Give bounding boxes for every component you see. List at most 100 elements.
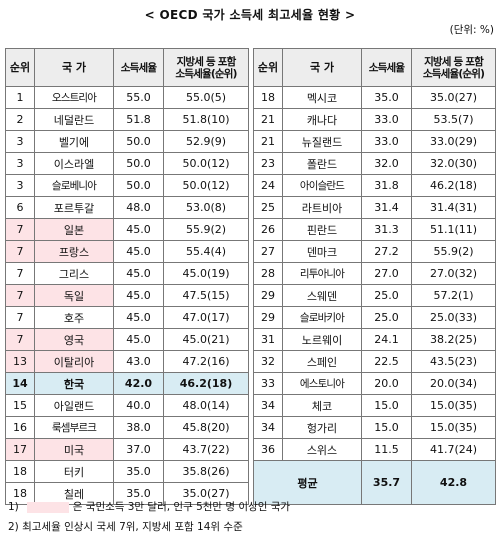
local-tax-rate-cell: 46.2(18) <box>163 372 249 395</box>
table-row: 33 에스토니아 20.0 20.0(34) <box>253 372 496 395</box>
rank-cell: 3 <box>5 152 35 175</box>
rank-cell: 15 <box>5 394 35 417</box>
table-row: 26 핀란드 31.3 51.1(11) <box>253 218 496 241</box>
local-tax-rate-cell: 41.7(24) <box>411 438 496 461</box>
tax-rate-cell: 42.0 <box>113 372 164 395</box>
table-header-row: 순위 국 가 소득세율 지방세 등 포함 소득세율(순위) <box>253 48 496 87</box>
table-row: 18 터키 35.0 35.8(26) <box>5 460 249 483</box>
tax-rate-cell: 38.0 <box>113 416 164 439</box>
tax-rate-cell: 25.0 <box>361 284 412 307</box>
table-row: 7 영국 45.0 45.0(21) <box>5 328 249 351</box>
rank-cell: 2 <box>5 108 35 131</box>
rank-cell: 21 <box>253 108 283 131</box>
average-tax: 35.7 <box>361 460 412 505</box>
table-row: 28 리투아니아 27.0 27.0(32) <box>253 262 496 285</box>
table-row: 18 칠레 35.0 35.0(27) <box>5 482 249 505</box>
tax-rate-cell: 22.5 <box>361 350 412 373</box>
country-cell: 캐나다 <box>282 108 362 131</box>
tax-rate-cell: 25.0 <box>361 306 412 329</box>
tax-rate-cell: 31.8 <box>361 174 412 197</box>
local-tax-rate-cell: 52.9(9) <box>163 130 249 153</box>
header-rank: 순위 <box>253 48 283 87</box>
header-local-line1: 지방세 등 포함 <box>176 55 237 68</box>
table-row: 2 네덜란드 51.8 51.8(10) <box>5 108 249 131</box>
footnote-2: 2) 최고세율 인상시 국세 7위, 지방세 포함 14위 수준 <box>8 521 243 533</box>
rank-cell: 17 <box>5 438 35 461</box>
country-cell: 노르웨이 <box>282 328 362 351</box>
table-row: 27 덴마크 27.2 55.9(2) <box>253 240 496 263</box>
country-cell: 아일랜드 <box>34 394 114 417</box>
local-tax-rate-cell: 47.2(16) <box>163 350 249 373</box>
table-row: 7 그리스 45.0 45.0(19) <box>5 262 249 285</box>
country-cell: 에스토니아 <box>282 372 362 395</box>
table-row: 24 아이슬란드 31.8 46.2(18) <box>253 174 496 197</box>
rank-cell: 14 <box>5 372 35 395</box>
table-row: 7 프랑스 45.0 55.4(4) <box>5 240 249 263</box>
country-cell: 프랑스 <box>34 240 114 263</box>
table-row: 1 오스트리아 55.0 55.0(5) <box>5 86 249 109</box>
header-tax: 소득세율 <box>361 48 412 87</box>
table-row: 6 포르투갈 48.0 53.0(8) <box>5 196 249 219</box>
header-local-line1: 지방세 등 포함 <box>424 55 484 68</box>
highlight-color-swatch <box>26 501 69 513</box>
table-row: 29 슬로바키아 25.0 25.0(33) <box>253 306 496 329</box>
country-cell: 룩셈부르크 <box>34 416 114 439</box>
rank-cell: 7 <box>5 218 35 241</box>
tax-rate-cell: 51.8 <box>113 108 164 131</box>
header-local-line2: 소득세율(순위) <box>175 67 237 80</box>
country-cell: 터키 <box>34 460 114 483</box>
rank-cell: 7 <box>5 262 35 285</box>
tax-rate-cell: 31.4 <box>361 196 412 219</box>
table-row: 15 아일랜드 40.0 48.0(14) <box>5 394 249 417</box>
country-cell: 오스트리아 <box>34 86 114 109</box>
average-local-tax: 42.8 <box>411 460 496 505</box>
local-tax-rate-cell: 46.2(18) <box>411 174 496 197</box>
table-row: 7 일본 45.0 55.9(2) <box>5 218 249 241</box>
rank-cell: 32 <box>253 350 283 373</box>
footnote-1: 1) 은 국민소득 3만 달러, 인구 5천만 명 이상인 국가 <box>8 497 290 517</box>
header-tax: 소득세율 <box>113 48 164 87</box>
tax-rate-cell: 50.0 <box>113 152 164 175</box>
unit-label: (단위: %) <box>449 24 494 36</box>
local-tax-rate-cell: 33.0(29) <box>411 130 496 153</box>
country-cell: 멕시코 <box>282 86 362 109</box>
country-cell: 슬로바키아 <box>282 306 362 329</box>
tax-rate-cell: 45.0 <box>113 262 164 285</box>
rank-cell: 21 <box>253 130 283 153</box>
country-cell: 호주 <box>34 306 114 329</box>
rank-cell: 18 <box>253 86 283 109</box>
tax-rate-cell: 31.3 <box>361 218 412 241</box>
tax-rate-cell: 50.0 <box>113 130 164 153</box>
table-row: 32 스페인 22.5 43.5(23) <box>253 350 496 373</box>
local-tax-rate-cell: 45.8(20) <box>163 416 249 439</box>
country-cell: 한국 <box>34 372 114 395</box>
local-tax-rate-cell: 35.0(27) <box>163 482 249 505</box>
country-cell: 뉴질랜드 <box>282 130 362 153</box>
tax-rate-cell: 32.0 <box>361 152 412 175</box>
country-cell: 일본 <box>34 218 114 241</box>
footnotes: 1) 은 국민소득 3만 달러, 인구 5천만 명 이상인 국가 2) 최고세율 … <box>8 497 290 537</box>
average-label: 평균 <box>253 460 362 505</box>
table-row: 18 멕시코 35.0 35.0(27) <box>253 86 496 109</box>
footnote-1-number: 1) <box>8 501 19 513</box>
table-row: 36 스위스 11.5 41.7(24) <box>253 438 496 461</box>
header-rank: 순위 <box>5 48 35 87</box>
local-tax-rate-cell: 47.5(15) <box>163 284 249 307</box>
rank-cell: 6 <box>5 196 35 219</box>
tax-rate-cell: 33.0 <box>361 108 412 131</box>
tax-rate-cell: 35.0 <box>361 86 412 109</box>
tax-rate-cell: 27.0 <box>361 262 412 285</box>
rank-cell: 31 <box>253 328 283 351</box>
table-header-row: 순위 국 가 소득세율 지방세 등 포함 소득세율(순위) <box>5 48 249 87</box>
rank-cell: 18 <box>5 482 35 505</box>
tax-rate-cell: 55.0 <box>113 86 164 109</box>
tax-rate-cell: 43.0 <box>113 350 164 373</box>
local-tax-rate-cell: 48.0(14) <box>163 394 249 417</box>
tax-rate-cell: 33.0 <box>361 130 412 153</box>
local-tax-rate-cell: 47.0(17) <box>163 306 249 329</box>
rank-cell: 28 <box>253 262 283 285</box>
rank-cell: 26 <box>253 218 283 241</box>
table-row: 23 폴란드 32.0 32.0(30) <box>253 152 496 175</box>
country-cell: 덴마크 <box>282 240 362 263</box>
country-cell: 핀란드 <box>282 218 362 241</box>
